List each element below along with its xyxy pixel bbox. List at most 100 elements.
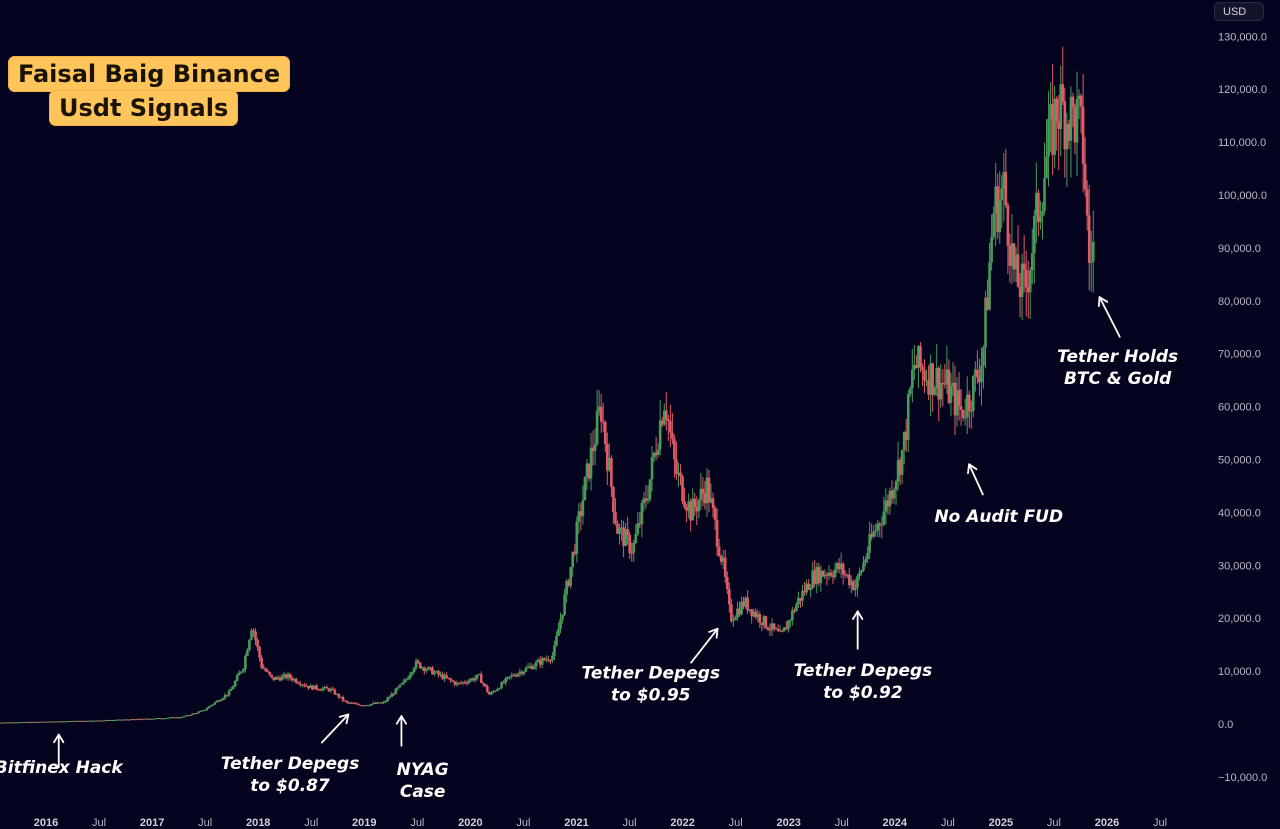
candle-down xyxy=(599,406,603,422)
candle-up xyxy=(239,671,243,673)
candle-down xyxy=(327,688,331,691)
candle-down xyxy=(30,721,34,723)
candle-up xyxy=(864,559,867,563)
currency-badge[interactable]: USD xyxy=(1214,2,1264,21)
candle-up xyxy=(559,619,562,629)
candle-up xyxy=(854,587,857,590)
candle-down xyxy=(1037,192,1040,222)
candle-down xyxy=(97,720,101,722)
candle-up xyxy=(992,213,995,238)
candle-up xyxy=(201,710,204,712)
candle-up xyxy=(581,500,585,517)
candle-down xyxy=(345,701,349,703)
candle-up xyxy=(91,720,95,722)
candle-down xyxy=(1057,121,1061,129)
candle-down xyxy=(355,703,359,705)
candle-down xyxy=(337,693,341,698)
candle-up xyxy=(183,716,186,718)
candle-up xyxy=(370,704,373,706)
candle-up xyxy=(473,677,477,681)
candle-up xyxy=(516,673,520,677)
candle-up xyxy=(286,674,290,679)
candle-up xyxy=(85,720,89,722)
candle-up xyxy=(677,472,680,475)
candle-up xyxy=(28,721,32,723)
candle-down xyxy=(606,443,609,471)
candle-down xyxy=(768,629,772,631)
candle-up xyxy=(1049,104,1052,119)
x-tick-label: 2023 xyxy=(776,817,800,829)
candle-up xyxy=(477,674,481,676)
candle-up xyxy=(536,659,540,663)
candle-up xyxy=(583,476,587,501)
candle-down xyxy=(681,476,684,502)
y-tick-label: 90,000.0 xyxy=(1218,243,1261,255)
candle-up xyxy=(856,576,859,588)
candle-up xyxy=(237,672,241,676)
y-tick-label: 0.0 xyxy=(1218,719,1233,731)
candle-up xyxy=(412,667,416,673)
candle-up xyxy=(949,386,953,403)
x-tick-label: Jul xyxy=(516,817,530,829)
candle-up xyxy=(892,490,896,499)
candle-up xyxy=(229,689,233,691)
candle-down xyxy=(927,380,930,395)
x-tick-label: Jul xyxy=(1047,817,1061,829)
candle-down xyxy=(126,719,129,721)
y-tick-label: 70,000.0 xyxy=(1218,349,1261,361)
candle-down xyxy=(878,523,882,526)
candle-down xyxy=(22,722,26,724)
candle-up xyxy=(736,608,739,618)
candle-up xyxy=(571,551,575,567)
candle-up xyxy=(756,614,760,618)
candle-up xyxy=(490,692,493,695)
candle-down xyxy=(305,685,308,687)
candle-down xyxy=(660,420,664,425)
candle-up xyxy=(894,481,898,491)
candle-down xyxy=(471,678,475,681)
candle-down xyxy=(760,622,764,626)
time-axis[interactable]: 2016 Jul 2017 Jul 2018 Jul 2019 Jul 2020 Jul 2021 J… xyxy=(34,817,1167,829)
candle-up xyxy=(32,721,36,723)
candle-up xyxy=(691,498,695,521)
candle-up xyxy=(994,186,997,214)
candle-down xyxy=(1026,287,1030,293)
candle-up xyxy=(563,594,566,615)
candle-down xyxy=(886,500,890,507)
candle-down xyxy=(134,719,137,721)
candle-down xyxy=(996,186,1000,233)
candle-up xyxy=(721,557,725,562)
candle-up xyxy=(522,671,526,674)
candle-up xyxy=(880,524,884,526)
candle-down xyxy=(986,297,989,310)
candle-up xyxy=(425,669,428,672)
candle-down xyxy=(416,660,420,663)
candle-up xyxy=(762,616,766,626)
y-tick-label: −10,000.0 xyxy=(1218,772,1267,784)
annotation-label: Tether Depegs xyxy=(794,661,933,681)
y-tick-label: 30,000.0 xyxy=(1218,560,1261,572)
candle-up xyxy=(972,376,975,411)
candle-up xyxy=(181,716,184,718)
candle-down xyxy=(514,675,518,677)
candle-up xyxy=(46,721,50,723)
candle-up xyxy=(709,498,713,503)
candle-down xyxy=(132,719,135,721)
candle-down xyxy=(1006,205,1010,246)
candle-up xyxy=(933,388,936,395)
candle-up xyxy=(984,297,987,348)
candle-up xyxy=(207,706,211,709)
candle-up xyxy=(199,710,202,712)
candle-down xyxy=(612,486,615,513)
candle-down xyxy=(89,720,93,722)
candle-down xyxy=(288,674,292,678)
price-axis[interactable]: 130,000.0 120,000.0 110,000.0 100,000.0 90,0… xyxy=(1218,31,1267,784)
candle-up xyxy=(368,705,371,707)
candle-down xyxy=(644,498,648,501)
candle-up xyxy=(166,717,170,719)
candle-down xyxy=(83,720,87,722)
candle-up xyxy=(309,685,312,689)
candle-up xyxy=(748,609,751,611)
